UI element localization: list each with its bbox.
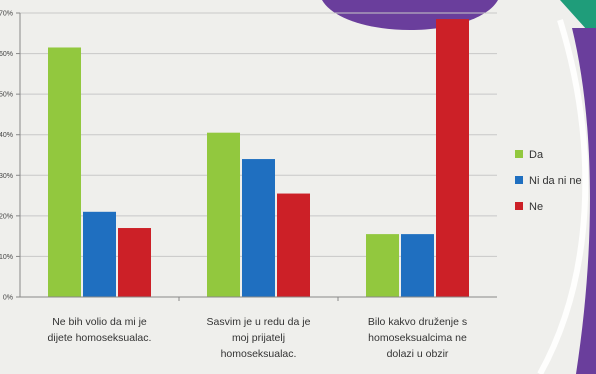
legend-label: Ne: [529, 201, 543, 213]
bar-da: [48, 47, 81, 297]
category-label: Bilo kakvo druženje s homoseksualcima ne d…: [368, 316, 467, 360]
category-label: Sasvim je u redu da je moj prijatelj homos…: [207, 316, 311, 360]
legend-swatch: [515, 176, 523, 184]
legend-swatch: [515, 150, 523, 158]
category-label-line: Ne bih volio da mi je: [52, 316, 147, 328]
bar-ni-da-ni-ne: [83, 211, 116, 297]
y-axis-ticks: 0% 10% 20% 30% 40% 50% 60% 70%: [0, 11, 20, 302]
bar-ne: [118, 228, 151, 297]
y-tick-label: 50%: [0, 92, 13, 99]
y-tick-label: 40%: [0, 132, 13, 139]
y-tick-label: 70%: [0, 11, 13, 18]
legend-label: Ni da ni ne: [529, 175, 582, 187]
y-tick-label: 60%: [0, 51, 13, 58]
bar-ne: [277, 193, 310, 297]
y-tick-label: 10%: [0, 254, 13, 261]
axes: [19, 13, 497, 301]
legend-label: Da: [529, 149, 544, 161]
legend-swatch: [515, 202, 523, 210]
y-tick-label: 30%: [0, 173, 13, 180]
purple-arc-right: [572, 28, 596, 374]
bar-ni-da-ni-ne: [401, 234, 434, 297]
category-label-line: Bilo kakvo druženje s: [368, 316, 467, 328]
bar-ne: [436, 19, 469, 297]
category-label-line: Sasvim je u redu da je: [207, 316, 311, 328]
category-label-line: dijete homoseksualac.: [48, 332, 152, 344]
legend: Da Ni da ni ne Ne: [515, 149, 582, 213]
bar-da: [207, 132, 240, 297]
category-label-line: moj prijatelj: [232, 332, 285, 344]
category-label-line: homoseksualac.: [221, 348, 297, 360]
category-label-line: homoseksualcima ne: [368, 332, 467, 344]
y-tick-label: 0%: [3, 295, 13, 302]
category-label-line: dolazi u obzir: [387, 348, 449, 360]
category-label: Ne bih volio da mi je dijete homoseksuala…: [48, 316, 152, 344]
y-tick-label: 20%: [0, 213, 13, 220]
bars: [48, 19, 469, 297]
circle-outline-right: [537, 19, 589, 374]
bar-ni-da-ni-ne: [242, 159, 275, 297]
bar-da: [366, 234, 399, 297]
x-axis-category-labels: Ne bih volio da mi je dijete homoseksuala…: [48, 316, 468, 360]
